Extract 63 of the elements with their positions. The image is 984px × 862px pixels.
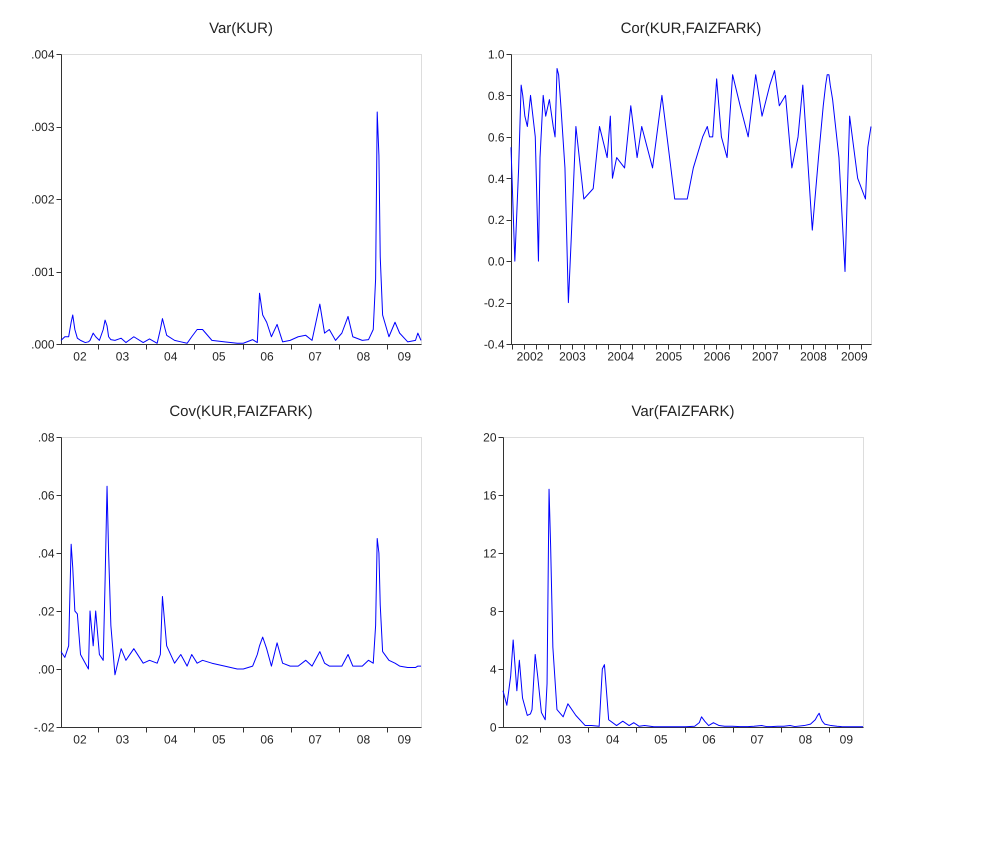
x-tick-label: 03 [558, 732, 572, 746]
y-tick-label: .001 [31, 265, 55, 279]
y-tick-label: -0.2 [484, 296, 505, 310]
chart-title: Cov(KUR,FAIZFARK) [169, 403, 313, 420]
y-tick-label: .000 [31, 338, 55, 352]
y-tick-label: 0.2 [488, 213, 505, 228]
line-series [60, 486, 422, 676]
y-tick-label: 1.0 [488, 48, 505, 62]
x-tick-label: 04 [164, 350, 178, 364]
x-tick-label: 02 [73, 350, 87, 364]
x-tick-label: 08 [798, 732, 812, 746]
x-tick-label: 09 [398, 732, 412, 746]
y-tick-label: 0 [490, 720, 497, 734]
x-tick-label: 05 [212, 350, 226, 364]
x-tick-label: 09 [398, 350, 412, 364]
chart-title: Cor(KUR,FAIZFARK) [620, 20, 762, 37]
y-tick-label: .04 [38, 546, 55, 560]
y-tick-label: .08 [38, 430, 55, 444]
y-tick-label: 12 [483, 546, 497, 560]
x-tick-label: 05 [654, 732, 668, 746]
x-tick-label: 08 [356, 350, 370, 364]
y-tick-label: .00 [38, 662, 55, 676]
y-tick-label: 0.8 [488, 88, 505, 103]
x-tick-label: 2009 [841, 350, 868, 364]
x-tick-label: 02 [73, 732, 87, 746]
y-tick-label: 0.6 [488, 130, 505, 144]
x-tick-label: 03 [116, 350, 130, 364]
line-series [510, 68, 872, 304]
y-tick-label: 20 [483, 430, 497, 444]
x-tick-label: 06 [702, 732, 716, 746]
x-tick-label: 07 [308, 350, 322, 364]
x-tick-label: 07 [308, 732, 322, 746]
y-tick-label: .002 [31, 192, 55, 206]
y-tick-label: .003 [31, 120, 55, 134]
x-tick-label: 08 [356, 732, 370, 746]
x-tick-label: 04 [606, 732, 620, 746]
y-tick-label: 0.4 [488, 172, 505, 186]
x-tick-label: 06 [260, 732, 274, 746]
x-tick-label: 2003 [559, 350, 586, 364]
y-tick-label: 0.0 [488, 254, 505, 269]
y-tick-label: -0.4 [484, 338, 505, 352]
chart-title: Var(FAIZFARK) [631, 403, 735, 420]
y-tick-label: .02 [38, 604, 55, 618]
x-tick-label: 2007 [752, 350, 779, 364]
y-tick-label: 8 [490, 604, 497, 618]
y-tick-label: .004 [31, 48, 55, 62]
x-tick-label: 05 [212, 732, 226, 746]
y-tick-label: 4 [490, 662, 497, 676]
x-tick-label: 2005 [656, 350, 683, 364]
chart-title: Var(KUR) [209, 20, 273, 37]
x-tick-label: 2002 [516, 350, 544, 364]
x-tick-label: 02 [515, 732, 529, 746]
y-tick-label: 16 [483, 488, 497, 502]
x-tick-label: 2004 [607, 350, 634, 364]
x-tick-label: 07 [750, 732, 764, 746]
y-tick-label: .06 [38, 488, 55, 502]
y-tick-label: -.02 [34, 720, 55, 734]
x-tick-label: 06 [260, 350, 274, 364]
x-tick-label: 03 [116, 732, 130, 746]
x-tick-label: 2006 [704, 350, 731, 364]
x-tick-label: 09 [840, 732, 854, 746]
x-tick-label: 2008 [800, 350, 828, 364]
x-tick-label: 04 [164, 732, 178, 746]
